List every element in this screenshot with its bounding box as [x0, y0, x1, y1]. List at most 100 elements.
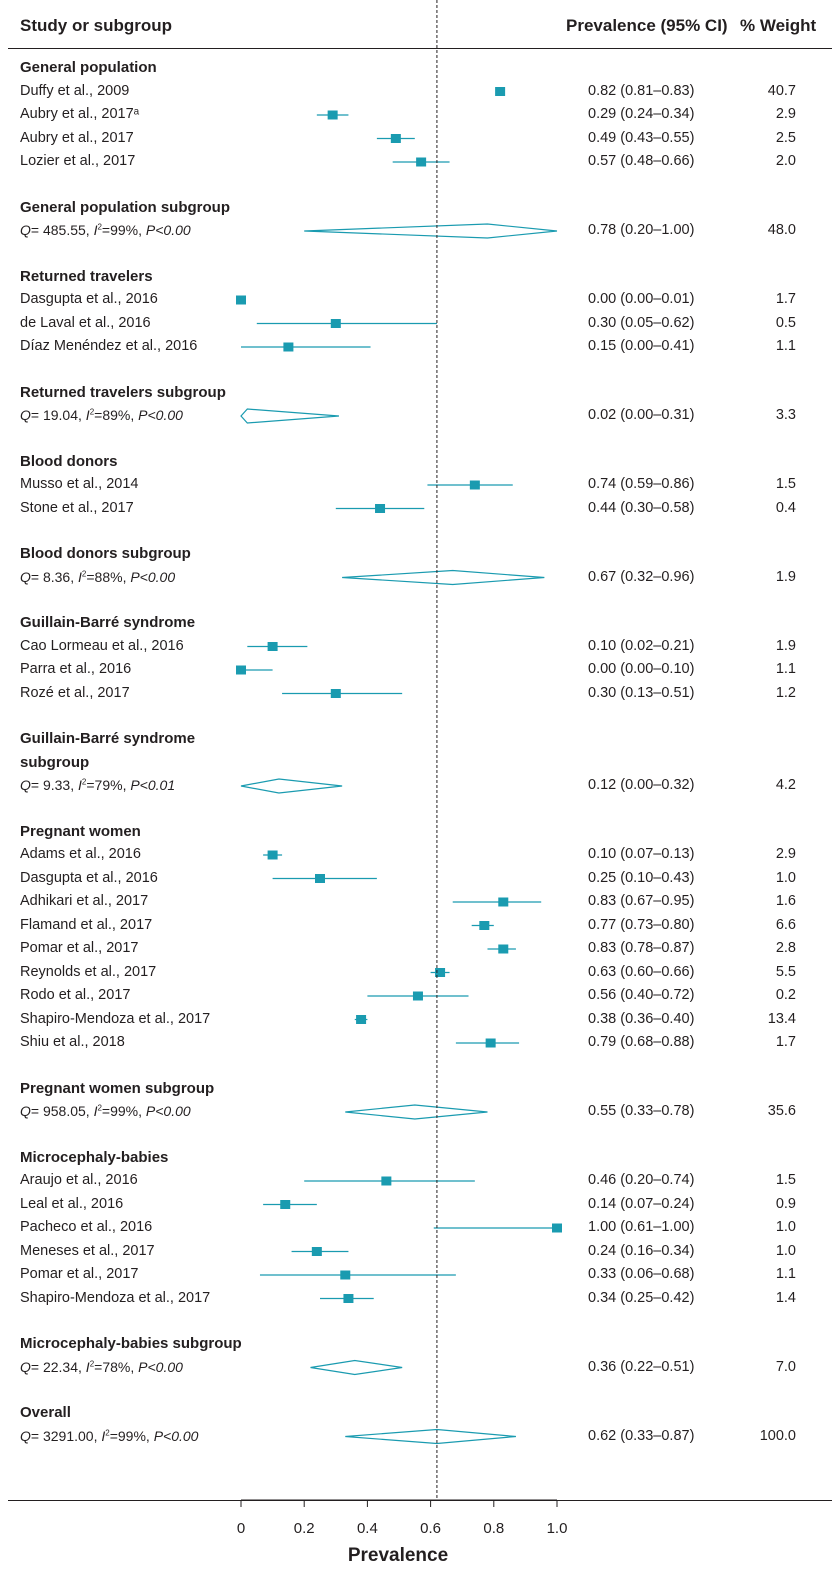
point-estimate [375, 504, 386, 513]
point-estimate [381, 1176, 392, 1186]
study-label: Shapiro-Mendoza et al., 2017 [20, 1289, 211, 1306]
q-value: 19.04 [42, 407, 79, 423]
weight-text: 2.8 [775, 940, 796, 956]
pooled-diamond [304, 223, 558, 239]
group-heading: Guillain-Barré syndrome [20, 614, 196, 631]
ci-text: 0.63 (0.60–0.66) [588, 963, 695, 980]
point-estimate [412, 991, 423, 1001]
q-value: 8.36 [42, 568, 71, 585]
study-label: Flamand et al., 2017 [20, 916, 153, 933]
study-label: Pacheco et al., 2016 [20, 1219, 153, 1235]
point-estimate [552, 1223, 562, 1233]
p-value: P<0.00 [145, 222, 191, 238]
study-label: Araujo et al., 2016 [20, 1172, 138, 1188]
weight-text: 100.0 [759, 1427, 796, 1444]
study-label: de Laval et al., 2016 [20, 314, 151, 331]
weight-text: 48.0 [767, 222, 796, 238]
q-value: 485.55 [42, 222, 86, 238]
study-label: Díaz Menéndez et al., 2016 [20, 338, 198, 354]
ci-text: 0.55 (0.33–0.78) [588, 1103, 695, 1119]
heterogeneity-stats: Q= 958.05, I2=99%, P<0.00 [20, 1103, 191, 1119]
point-estimate [283, 342, 294, 352]
weight-text: 2.9 [775, 846, 796, 862]
study-label: Lozier et al., 2017 [20, 153, 136, 169]
ci-text: 0.10 (0.07–0.13) [588, 846, 695, 862]
subgroup-heading: Returned travelers subgroup [20, 383, 226, 401]
point-estimate [311, 1247, 322, 1256]
study-label: Reynolds et al., 2017 [20, 963, 157, 980]
group-heading: Microcephaly-babies [20, 1148, 169, 1166]
weight-text: 1.6 [775, 893, 796, 909]
point-estimate [343, 1294, 354, 1303]
ci-text: 1.00 (0.61–1.00) [588, 1219, 695, 1235]
point-estimate [267, 850, 278, 860]
study-label: Adams et al., 2016 [20, 846, 141, 862]
subgroup-heading: Pregnant women subgroup [20, 1079, 215, 1097]
point-estimate [479, 921, 490, 930]
study-label: Meneses et al., 2017 [20, 1242, 155, 1259]
point-estimate [356, 1015, 367, 1024]
point-estimate [267, 642, 278, 651]
header-rule [8, 48, 832, 49]
study-label: Aubry et al., 2017ᵃ [20, 106, 140, 122]
ci-text: 0.12 (0.00–0.32) [588, 777, 695, 793]
group-heading: Blood donors [20, 452, 118, 470]
pooled-diamond [345, 1104, 488, 1120]
q-value: 9.33 [42, 777, 71, 793]
ci-text: 0.56 (0.40–0.72) [588, 987, 695, 1003]
point-estimate [469, 480, 480, 490]
study-label: Rodo et al., 2017 [20, 987, 131, 1003]
header-prevalence: Prevalence (95% CI) [566, 16, 728, 35]
ci-text: 0.15 (0.00–0.41) [588, 338, 695, 354]
group-heading: subgroup [20, 753, 90, 771]
weight-text: 1.0 [775, 869, 796, 886]
x-tick-label: 0 [236, 1520, 246, 1537]
ci-text: 0.77 (0.73–0.80) [588, 916, 695, 933]
point-estimate [390, 134, 401, 143]
study-label: Musso et al., 2014 [20, 476, 139, 492]
pooled-diamond [310, 1359, 403, 1376]
weight-text: 1.5 [775, 476, 796, 492]
study-label: Stone et al., 2017 [20, 499, 134, 516]
header-weight: % Weight [740, 16, 817, 35]
weight-text: 6.6 [775, 916, 796, 933]
group-heading: Pregnant women [20, 822, 141, 840]
point-estimate [495, 87, 506, 96]
point-estimate [498, 897, 509, 907]
weight-text: 1.0 [775, 1219, 796, 1235]
ci-text: 0.02 (0.00–0.31) [588, 407, 695, 423]
p-value: P<0.00 [138, 407, 183, 423]
weight-text: 7.0 [775, 1358, 796, 1375]
weight-text: 1.1 [775, 338, 796, 354]
study-label: Pomar et al., 2017 [20, 1266, 139, 1282]
p-value: P<0.00 [138, 1358, 183, 1375]
ci-text: 0.30 (0.05–0.62) [588, 314, 695, 331]
x-tick-label: 1.0 [546, 1520, 568, 1537]
point-estimate [280, 1200, 291, 1209]
ci-text: 0.00 (0.00–0.10) [588, 661, 695, 677]
weight-text: 1.7 [775, 291, 796, 307]
study-label: Leal et al., 2016 [20, 1195, 124, 1212]
ci-text: 0.36 (0.22–0.51) [588, 1358, 695, 1375]
p-value: P<0.00 [153, 1427, 199, 1444]
point-estimate [330, 319, 341, 328]
weight-text: 1.2 [775, 684, 796, 701]
point-estimate [327, 110, 338, 120]
i2-value: 99% [110, 222, 139, 238]
ci-text: 0.33 (0.06–0.68) [588, 1266, 695, 1282]
ci-text: 0.34 (0.25–0.42) [588, 1289, 695, 1306]
ci-text: 0.14 (0.07–0.24) [588, 1195, 695, 1212]
subgroup-heading: General population subgroup [20, 198, 230, 216]
pooled-diamond [345, 1428, 516, 1445]
ci-text: 0.83 (0.78–0.87) [588, 940, 695, 956]
weight-text: 2.5 [775, 129, 796, 146]
ci-text: 0.25 (0.10–0.43) [588, 869, 695, 886]
weight-text: 1.1 [775, 661, 796, 677]
ci-text: 0.44 (0.30–0.58) [588, 499, 695, 516]
weight-text: 1.4 [775, 1289, 796, 1306]
weight-text: 1.7 [775, 1034, 796, 1050]
point-estimate [340, 1270, 351, 1280]
group-heading: Returned travelers [20, 267, 153, 285]
x-tick-label: 0.2 [293, 1520, 315, 1537]
